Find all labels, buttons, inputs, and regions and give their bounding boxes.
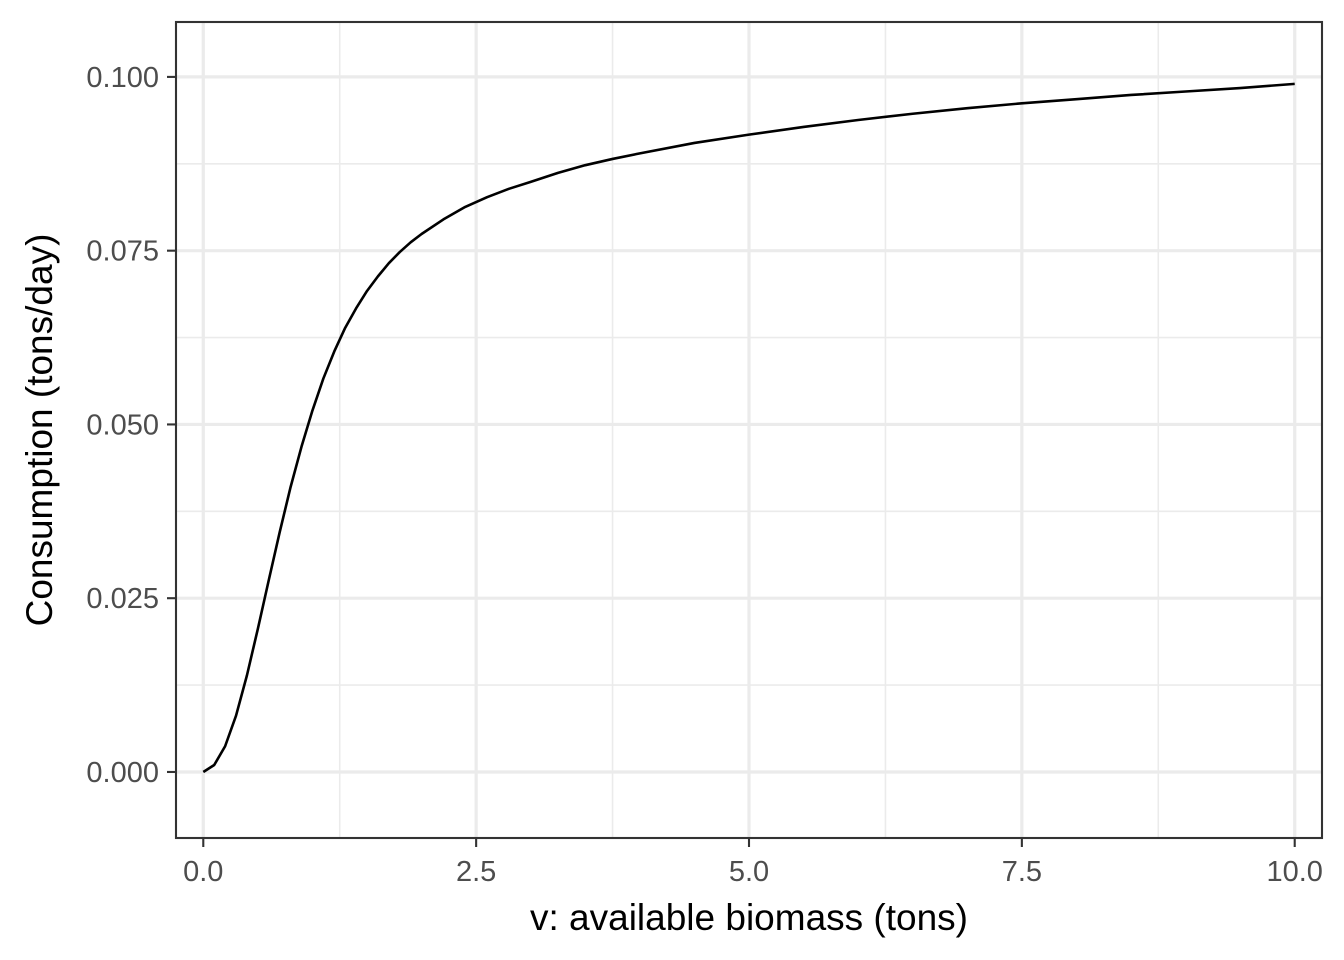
grid-layer	[176, 22, 1322, 838]
series-layer	[202, 82, 1295, 774]
series-line-consumption	[202, 82, 1295, 774]
x-tick-label: 10.0	[1266, 856, 1322, 888]
x-tick-label: 2.5	[456, 856, 496, 888]
y-tick-label: 0.000	[86, 757, 159, 789]
x-tick-label: 0.0	[183, 856, 223, 888]
y-tick-label: 0.075	[86, 236, 159, 268]
axis-layer: 0.0 2.5 5.0 7.5 10.0 0.000 0.025 0.050 0.075 0.10…	[86, 62, 1323, 888]
x-tick-label: 7.5	[1002, 856, 1042, 888]
x-axis-title: v: available biomass (tons)	[530, 897, 968, 938]
x-tick-label: 5.0	[729, 856, 769, 888]
y-tick-label: 0.050	[86, 409, 159, 441]
y-axis-title: Consumption (tons/day)	[19, 234, 60, 627]
y-tick-label: 0.100	[86, 62, 159, 94]
y-tick-label: 0.025	[86, 583, 159, 615]
